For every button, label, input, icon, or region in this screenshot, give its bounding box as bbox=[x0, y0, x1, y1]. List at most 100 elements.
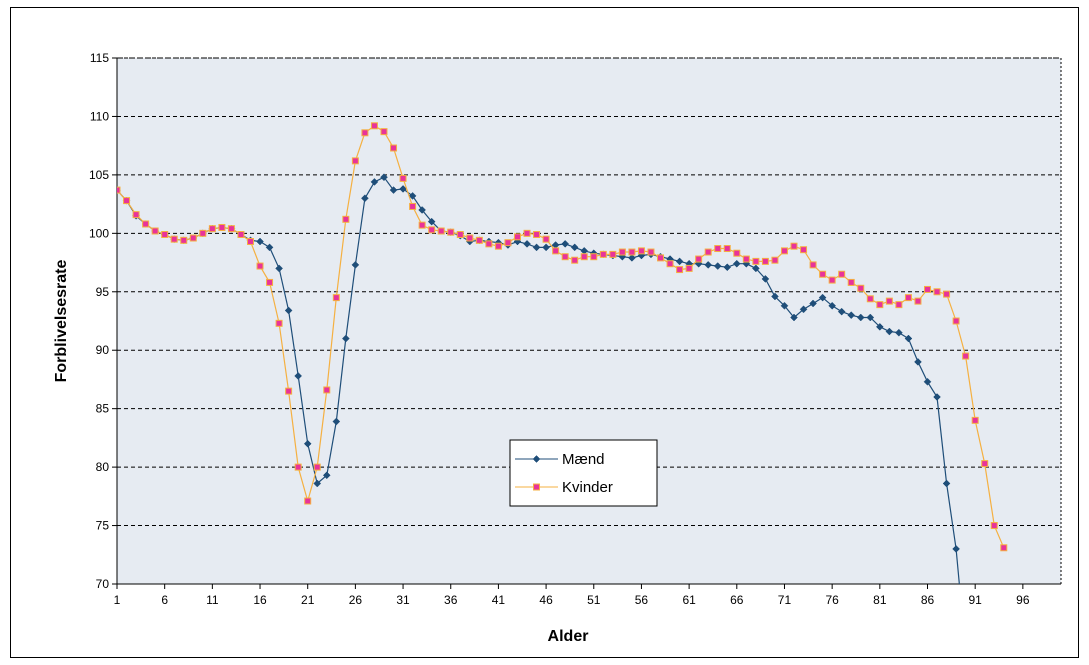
point-maend-88 bbox=[942, 479, 951, 488]
y-tick-label: 75 bbox=[96, 519, 110, 533]
point-kvinder-18 bbox=[275, 319, 283, 327]
point-maend-20 bbox=[294, 372, 303, 380]
point-kvinder-68 bbox=[752, 257, 760, 265]
point-kvinder-41 bbox=[494, 242, 502, 250]
point-kvinder-19 bbox=[285, 387, 293, 395]
x-tick-label: 61 bbox=[682, 593, 696, 607]
point-kvinder-94 bbox=[1000, 544, 1008, 552]
point-maend-49 bbox=[570, 243, 579, 252]
point-maend-18 bbox=[275, 264, 283, 273]
point-kvinder-11 bbox=[208, 225, 216, 233]
point-kvinder-71 bbox=[780, 247, 788, 255]
x-tick-label: 11 bbox=[206, 593, 219, 607]
point-maend-68 bbox=[752, 264, 760, 273]
point-maend-67 bbox=[742, 259, 751, 268]
point-kvinder-72 bbox=[790, 242, 798, 250]
y-tick-label: 110 bbox=[90, 109, 109, 123]
point-maend-69 bbox=[761, 275, 770, 283]
point-kvinder-32 bbox=[409, 202, 417, 210]
point-kvinder-15 bbox=[246, 238, 254, 246]
point-kvinder-52 bbox=[599, 250, 607, 258]
point-maend-76 bbox=[828, 301, 837, 310]
point-kvinder-46 bbox=[542, 235, 550, 243]
point-kvinder-78 bbox=[847, 278, 855, 286]
legend-box bbox=[509, 439, 658, 507]
point-kvinder-36 bbox=[447, 228, 455, 236]
point-kvinder-16 bbox=[256, 262, 264, 270]
point-kvinder-83 bbox=[895, 301, 903, 309]
x-tick-label: 41 bbox=[492, 593, 506, 607]
point-kvinder-73 bbox=[800, 246, 808, 254]
point-maend-31 bbox=[399, 185, 407, 193]
y-tick-label: 95 bbox=[96, 285, 110, 299]
point-kvinder-88 bbox=[943, 290, 951, 298]
point-kvinder-45 bbox=[533, 231, 541, 239]
point-maend-80 bbox=[866, 313, 875, 322]
x-tick-label: 66 bbox=[730, 593, 744, 607]
y-tick-label: 115 bbox=[90, 51, 109, 65]
x-tick-label: 1 bbox=[114, 593, 121, 607]
point-maend-82 bbox=[885, 327, 894, 336]
point-kvinder-44 bbox=[523, 229, 531, 237]
point-kvinder-53 bbox=[609, 250, 617, 258]
point-maend-62 bbox=[694, 259, 703, 268]
point-kvinder-42 bbox=[504, 239, 512, 247]
point-kvinder-22 bbox=[313, 463, 321, 471]
point-maend-27 bbox=[361, 194, 369, 203]
point-kvinder-37 bbox=[456, 231, 464, 239]
point-kvinder-79 bbox=[857, 284, 865, 292]
point-kvinder-85 bbox=[914, 297, 922, 305]
point-kvinder-66 bbox=[733, 249, 741, 257]
y-tick-label: 85 bbox=[96, 402, 110, 416]
point-kvinder-9 bbox=[189, 234, 197, 242]
y-axis-title: Forblivelsesrate bbox=[53, 260, 70, 383]
legend-marker-kvinder bbox=[533, 483, 540, 491]
point-kvinder-80 bbox=[866, 295, 874, 303]
point-kvinder-89 bbox=[952, 317, 960, 325]
point-kvinder-27 bbox=[361, 129, 369, 137]
point-kvinder-91 bbox=[971, 416, 979, 424]
point-kvinder-20 bbox=[294, 463, 302, 471]
point-maend-90 bbox=[962, 648, 969, 655]
point-maend-89 bbox=[952, 545, 960, 553]
point-kvinder-86 bbox=[924, 285, 932, 293]
y-tick-label: 90 bbox=[96, 343, 110, 357]
point-maend-55 bbox=[628, 254, 636, 262]
y-tick-label: 105 bbox=[89, 168, 109, 182]
point-kvinder-49 bbox=[571, 256, 579, 264]
series-group bbox=[117, 122, 1008, 655]
point-maend-63 bbox=[704, 261, 713, 269]
point-kvinder-59 bbox=[666, 260, 674, 268]
point-kvinder-50 bbox=[580, 253, 588, 261]
y-tick-label: 80 bbox=[96, 460, 110, 474]
point-kvinder-60 bbox=[676, 266, 684, 274]
point-maend-45 bbox=[532, 243, 541, 252]
point-kvinder-93 bbox=[990, 522, 998, 530]
point-maend-33 bbox=[418, 206, 426, 214]
point-kvinder-55 bbox=[628, 248, 636, 256]
x-tick-label: 16 bbox=[253, 593, 267, 607]
legend-label-kvinder: Kvinder bbox=[562, 479, 613, 496]
point-maend-32 bbox=[408, 192, 417, 200]
point-kvinder-7 bbox=[170, 235, 178, 243]
point-kvinder-39 bbox=[475, 236, 483, 244]
point-kvinder-87 bbox=[933, 288, 941, 296]
point-kvinder-84 bbox=[904, 294, 912, 302]
point-kvinder-26 bbox=[351, 157, 359, 165]
point-maend-75 bbox=[818, 293, 827, 302]
point-kvinder-1 bbox=[117, 186, 121, 194]
x-tick-label: 91 bbox=[969, 593, 983, 607]
legend: Mænd Kvinder bbox=[509, 439, 658, 507]
point-kvinder-62 bbox=[695, 255, 703, 263]
point-maend-16 bbox=[256, 237, 264, 246]
point-kvinder-75 bbox=[819, 270, 827, 278]
point-maend-81 bbox=[875, 322, 884, 331]
point-kvinder-35 bbox=[437, 227, 445, 235]
legend-marker-maend bbox=[532, 455, 541, 463]
x-tick-label: 81 bbox=[873, 593, 887, 607]
point-maend-28 bbox=[370, 178, 379, 186]
x-tick-label: 46 bbox=[539, 593, 553, 607]
point-maend-83 bbox=[895, 328, 903, 337]
point-kvinder-21 bbox=[304, 497, 312, 505]
point-maend-73 bbox=[799, 305, 808, 314]
